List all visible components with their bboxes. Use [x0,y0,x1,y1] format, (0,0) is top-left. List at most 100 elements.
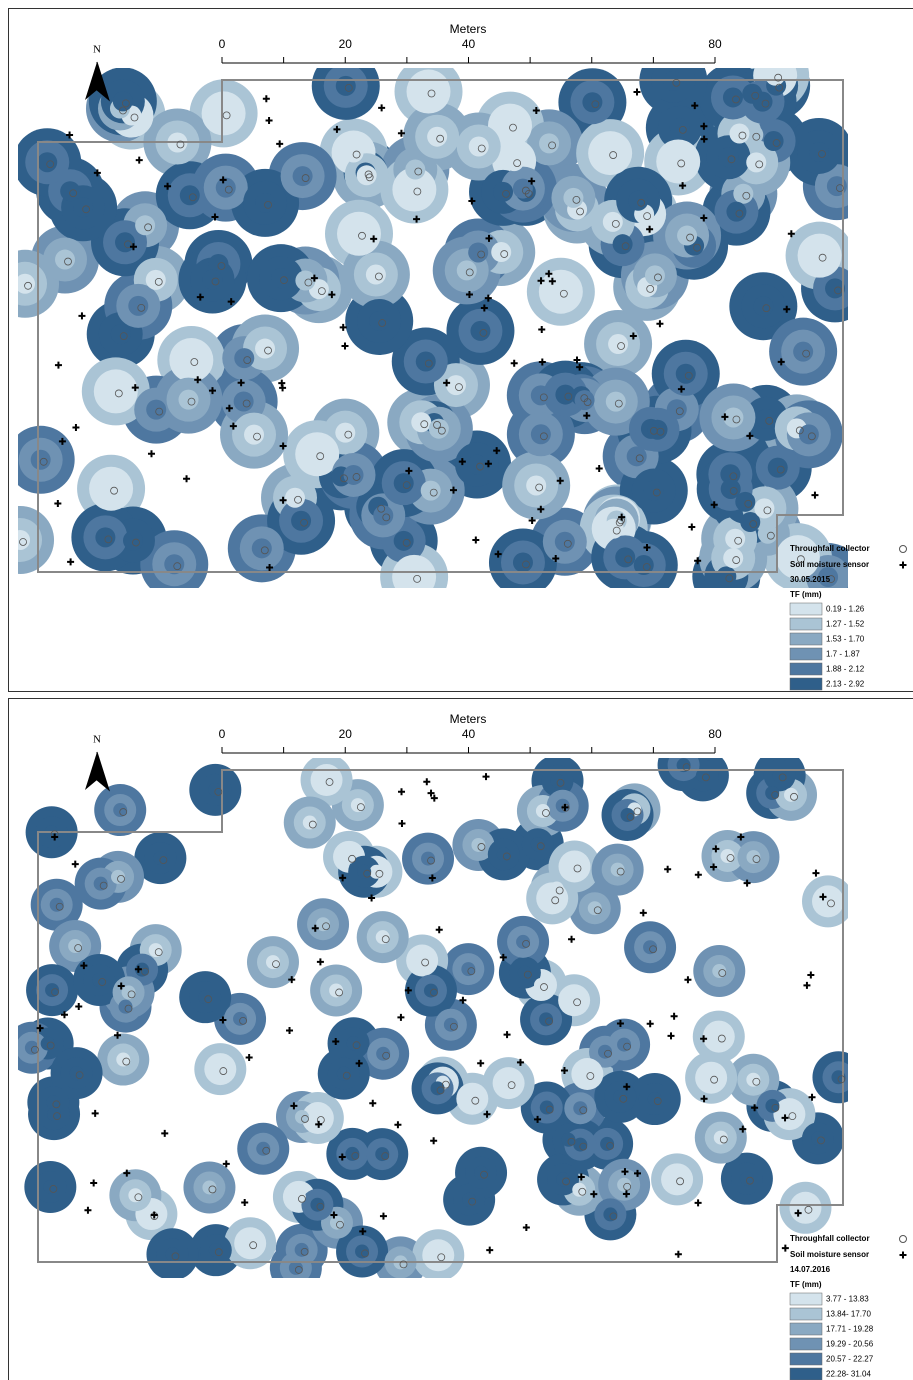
collector [734,536,743,545]
collector [573,998,582,1007]
soil-sensor [679,182,687,190]
soil-sensor [499,953,507,961]
collector [702,773,710,782]
soil-sensor [379,1212,387,1220]
collector [672,78,681,87]
collector [46,160,55,169]
soil-sensor [227,298,235,306]
soil-sensor [700,1035,708,1043]
collector [294,1266,303,1274]
collector [316,1202,325,1211]
collector [342,1071,351,1080]
soil-sensor [123,1169,131,1177]
collector [735,209,744,218]
collector [817,1136,825,1145]
tf-surface [18,68,848,588]
soil-sensor [241,1199,249,1207]
soil-sensor [465,290,473,298]
collector [579,1142,588,1151]
collector [742,191,751,200]
collector [727,155,736,164]
collector [652,488,661,497]
collector [46,1041,55,1050]
collector [611,220,620,228]
collector [260,546,269,555]
soil-sensor [781,1244,789,1252]
soil-sensor [72,424,80,432]
collector [646,284,655,293]
legend-swatch [789,677,823,691]
collector [130,113,139,122]
soil-sensor [694,871,702,879]
soil-sensor [369,1099,377,1107]
soil-sensor [219,1016,227,1024]
collector [134,1193,143,1202]
collector [766,531,775,540]
collector [304,278,313,287]
soil-sensor [339,874,347,882]
collector [74,944,83,952]
collector [187,397,196,406]
collector [336,1220,344,1229]
collector [30,1045,39,1054]
soil-sensor [286,1026,294,1034]
collector [119,332,128,340]
collector [545,1105,554,1114]
soil-sensor [674,1250,682,1258]
collector [413,187,422,196]
panel-frame [8,8,913,692]
collector [539,432,548,441]
collector [804,1205,813,1214]
soil-sensor [147,450,155,458]
soil-sensor [84,1206,92,1214]
collector [171,1252,180,1261]
legend-class-label: 3.77 - 13.83 [826,1295,869,1304]
soil-sensor [664,865,672,873]
soil-sensor [245,1053,253,1061]
collector [264,201,272,209]
collector [609,1212,618,1221]
scale-title: Meters [450,22,487,36]
collector [476,462,484,471]
soil-sensor [794,1209,802,1217]
soil-sensor [577,1173,585,1181]
soil-sensor [54,499,62,507]
soil-sensor [368,894,376,902]
collector [402,481,411,490]
legend-sensor: Soil moisture sensor [790,1250,869,1259]
soil-sensor [538,325,546,333]
soil-sensor [397,1013,405,1021]
collector [523,970,532,979]
collector [576,207,584,216]
soil-sensor [739,1125,747,1133]
collector [623,1042,631,1051]
collector [243,356,252,365]
collector [365,173,374,182]
collector [567,1137,576,1146]
collector [214,787,223,796]
collector [732,415,741,424]
soil-sensor [694,557,702,565]
soil-sensor [333,125,341,133]
collector [521,186,530,195]
soil-sensor [397,129,405,137]
collector [82,205,90,214]
collector [441,1080,450,1089]
collector [678,125,687,134]
collector [726,854,735,862]
soil-sensor [545,270,553,278]
collector [298,1194,306,1203]
collector [132,538,140,547]
soil-sensor [777,358,785,366]
soil-sensor [751,1104,759,1112]
collector [677,159,686,168]
legend-class-label: 0.19 - 1.26 [826,605,865,614]
soil-sensor [568,935,576,943]
soil-sensor [483,1110,491,1118]
collector [834,286,842,295]
collector [110,486,118,495]
soil-sensor [90,1179,98,1187]
collector [24,281,32,290]
collector [436,134,445,143]
collector [427,856,435,865]
